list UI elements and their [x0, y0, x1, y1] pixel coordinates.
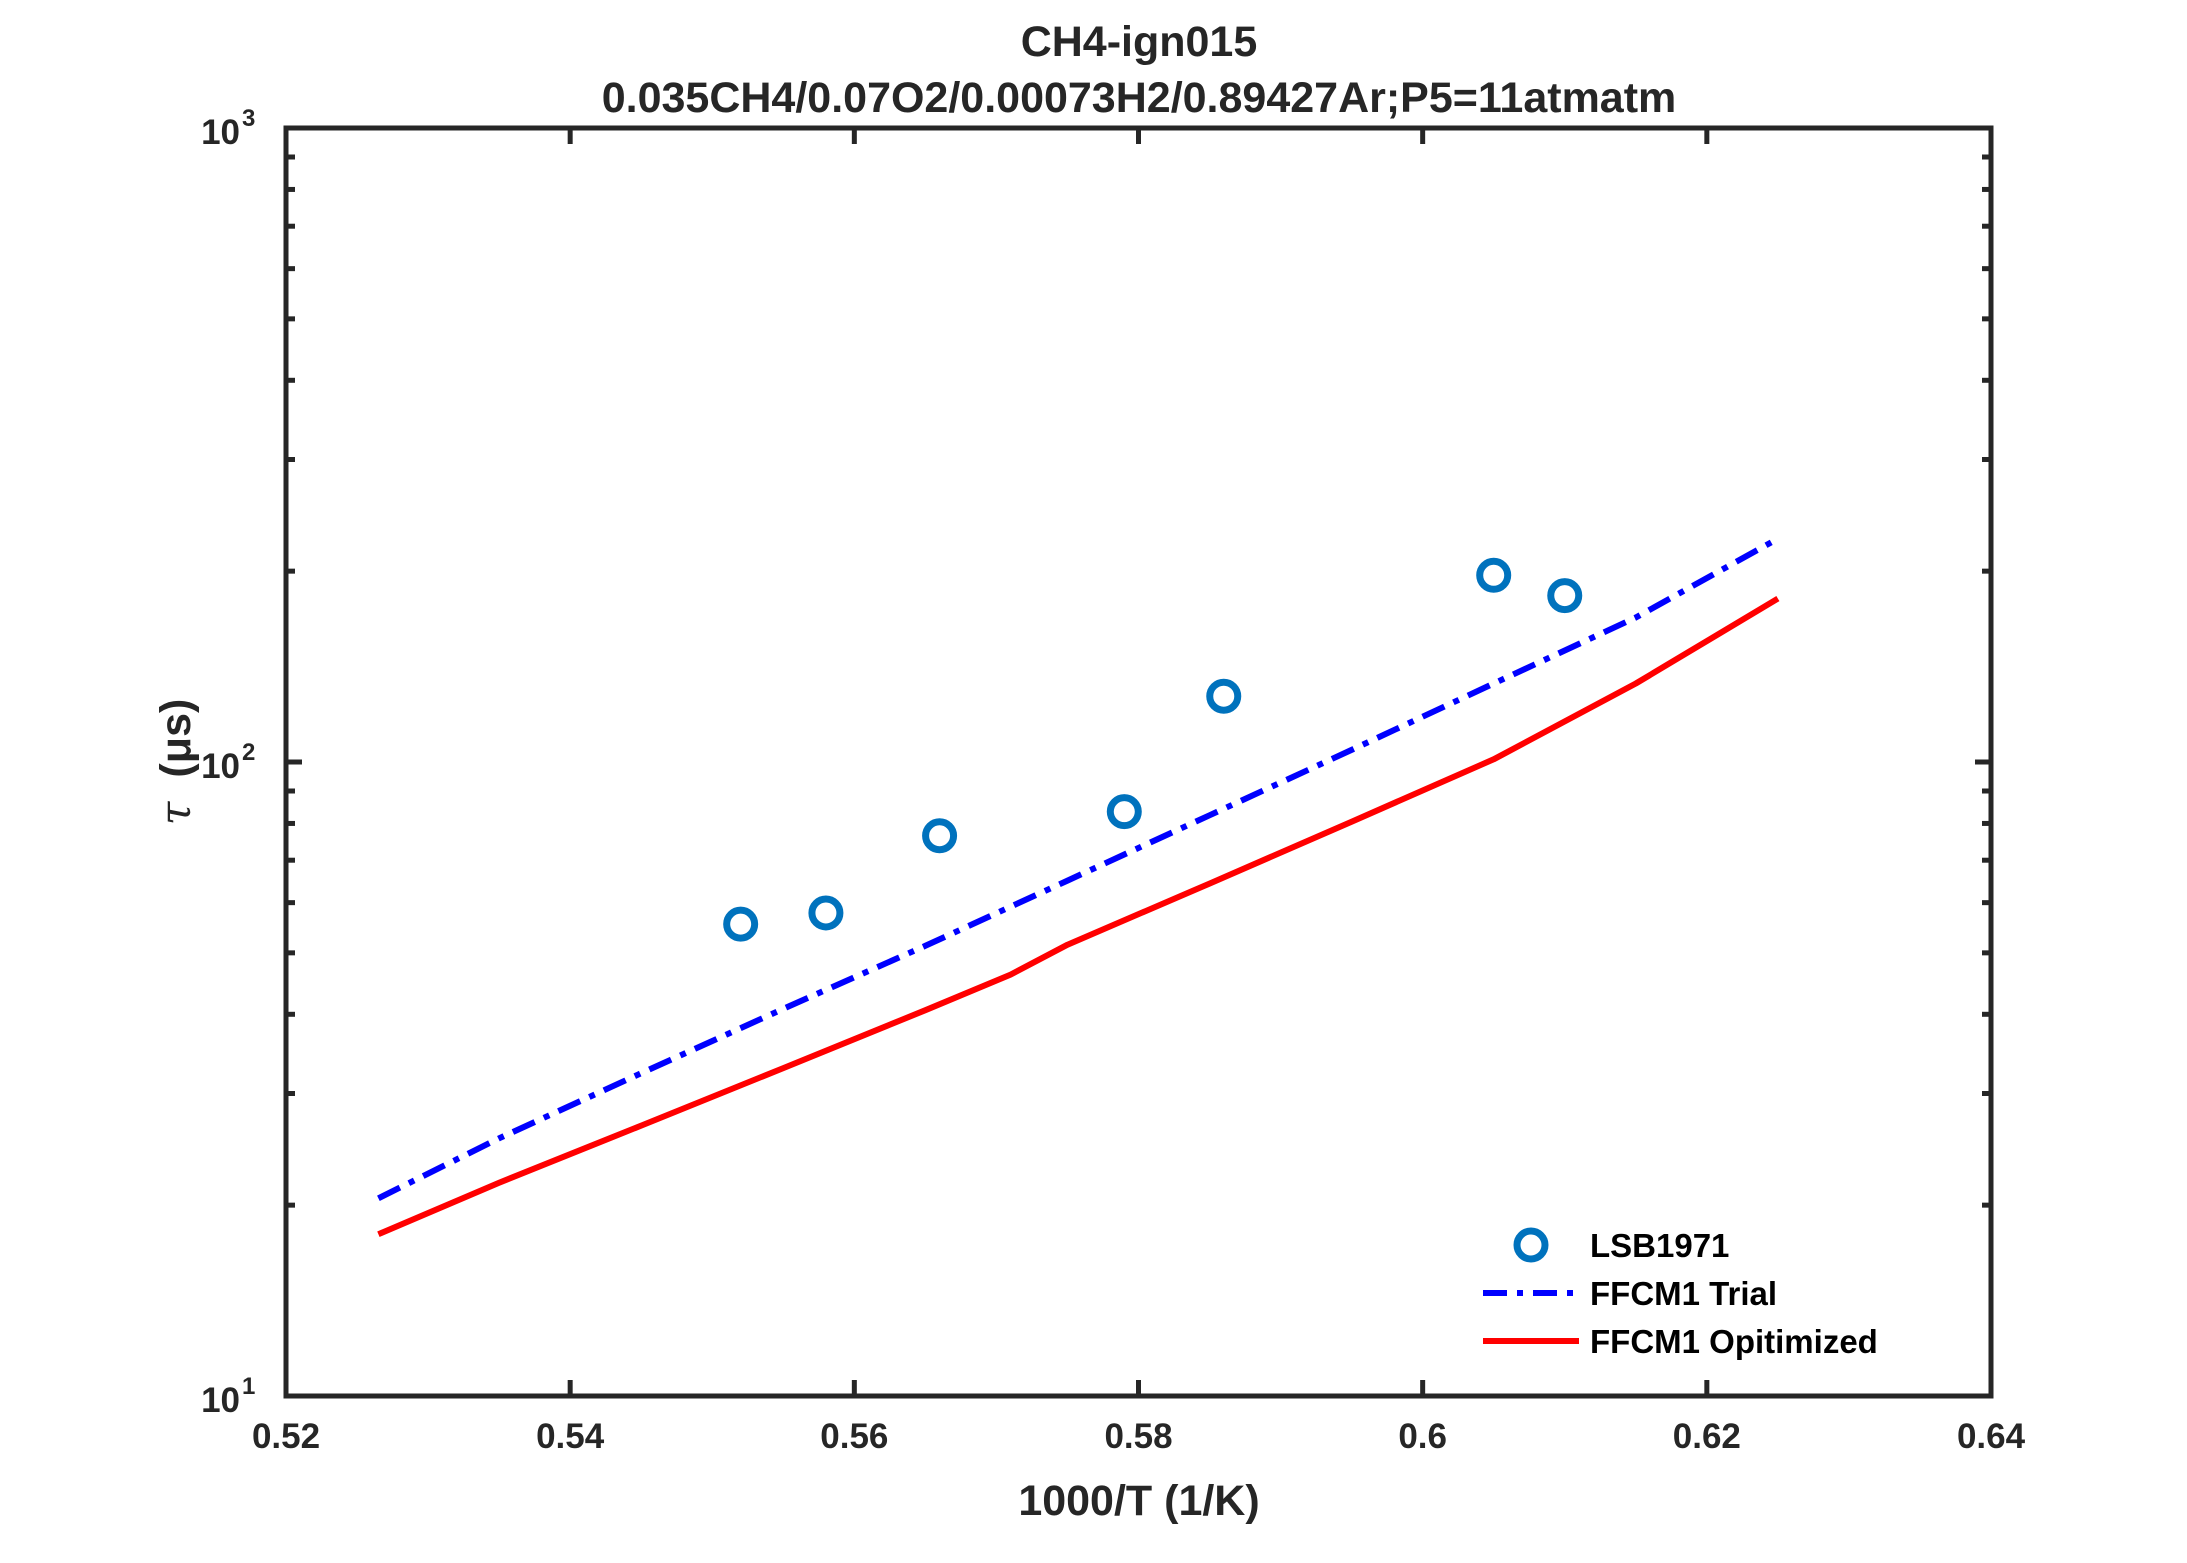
data-point — [1106, 794, 1142, 830]
data-point — [1206, 678, 1242, 714]
legend-marker — [1513, 1227, 1549, 1263]
y-tick-label: 10 3 — [201, 105, 255, 152]
y-axis-label: τ (μs) — [151, 699, 201, 826]
data-point — [1476, 557, 1512, 593]
y-tick-label: 10 1 — [201, 1373, 255, 1420]
x-axis-label: 1000/T (1/K) — [1018, 1477, 1259, 1525]
legend-entry: LSB1971 — [1513, 1227, 1729, 1264]
data-point — [922, 818, 958, 854]
chart-title: CH4-ign015 — [1021, 18, 1258, 66]
y-tick-label: 10 2 — [201, 739, 255, 786]
series-ffcm1-opitimized — [377, 596, 1780, 1237]
data-point — [808, 895, 844, 931]
x-tick-label: 0.56 — [820, 1417, 888, 1456]
y-tick-exponent: 3 — [242, 105, 255, 132]
chart-subtitle: 0.035CH4/0.07O2/0.00073H2/0.89427Ar;P5=1… — [602, 74, 1677, 122]
y-tick-base: 10 — [201, 1381, 240, 1420]
axes-frame — [283, 125, 1994, 1399]
x-tick-label: 0.64 — [1957, 1417, 2026, 1456]
x-tick-label: 0.58 — [1104, 1417, 1172, 1456]
series-line — [377, 536, 1780, 1201]
x-tick-labels: 0.52 0.54 0.56 0.58 0.6 0.62 0.64 — [252, 1417, 2026, 1456]
legend: LSB1971 FFCM1 Trial FFCM1 Opitimized — [1483, 1227, 1878, 1360]
series-lsb1971 — [723, 557, 1583, 942]
legend-label: FFCM1 Trial — [1590, 1275, 1777, 1312]
series-ffcm1-trial — [377, 536, 1780, 1201]
series-line — [377, 596, 1780, 1237]
y-tick-exponent: 1 — [242, 1373, 255, 1400]
y-tick-base: 10 — [201, 113, 240, 152]
legend-label: FFCM1 Opitimized — [1590, 1323, 1878, 1360]
series-layer — [377, 536, 1780, 1237]
y-tick-base: 10 — [201, 747, 240, 786]
y-tick-exponent: 2 — [242, 739, 255, 766]
plot-area — [283, 125, 1994, 1399]
x-tick-label: 0.54 — [536, 1417, 605, 1456]
svg-text:τ (μs): τ (μs) — [151, 699, 201, 826]
x-tick-label: 0.62 — [1673, 1417, 1741, 1456]
y-axis-unit: (μs) — [152, 699, 200, 778]
x-tick-label: 0.52 — [252, 1417, 320, 1456]
legend-entry: FFCM1 Trial — [1483, 1275, 1777, 1312]
axes-background — [286, 128, 1991, 1396]
x-tick-label: 0.6 — [1398, 1417, 1447, 1456]
legend-entry: FFCM1 Opitimized — [1483, 1323, 1878, 1360]
legend-label: LSB1971 — [1590, 1227, 1729, 1264]
data-point — [1547, 578, 1583, 614]
data-point — [723, 906, 759, 942]
y-axis-symbol: τ — [151, 800, 201, 825]
